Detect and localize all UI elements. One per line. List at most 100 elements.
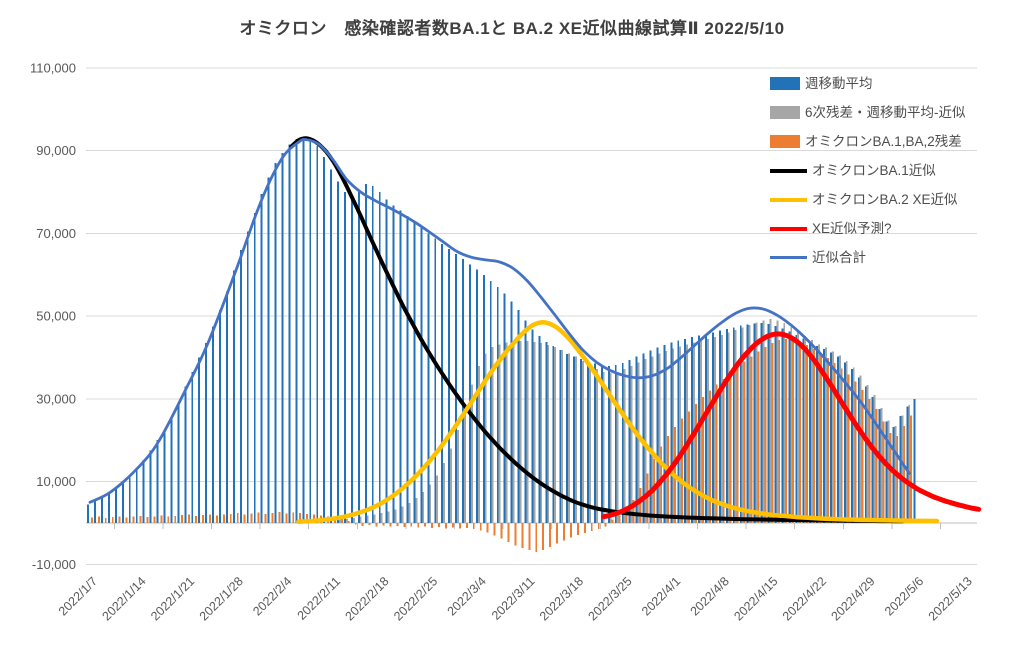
bar-ba12-residual — [806, 345, 808, 523]
bar-residual6 — [776, 320, 779, 523]
bar-ba12-residual — [347, 520, 350, 523]
bar-weekly-ma — [878, 409, 881, 523]
bar-weekly-ma — [156, 440, 159, 523]
bar-ba12-residual — [278, 512, 281, 523]
bar-weekly-ma — [489, 281, 492, 523]
bar-weekly-ma — [739, 325, 742, 523]
bar-ba12-residual — [792, 339, 795, 523]
bar-weekly-ma — [427, 233, 430, 523]
legend-item-0: 週移動平均 — [770, 69, 966, 98]
bar-weekly-ma — [274, 163, 277, 523]
bar-ba12-residual — [410, 522, 413, 527]
bar-ba12-residual — [465, 522, 468, 528]
bar-weekly-ma — [510, 301, 513, 523]
bar-weekly-ma — [781, 328, 784, 523]
bar-weekly-ma — [226, 291, 228, 523]
bar-ba12-residual — [368, 522, 371, 526]
bar-residual6 — [387, 511, 390, 523]
bar-residual6 — [359, 516, 362, 523]
x-axis-label-4: 2022/2/4 — [250, 574, 294, 618]
line-xe-forecast — [601, 331, 982, 520]
bar-weekly-ma — [503, 293, 506, 523]
bar-weekly-ma — [385, 199, 388, 523]
bar-residual6 — [526, 340, 529, 523]
legend-line-swatch — [770, 256, 807, 259]
bar-weekly-ma — [538, 336, 541, 523]
x-axis-label-14: 2022/4/15 — [731, 574, 780, 623]
bar-weekly-ma — [350, 196, 353, 523]
y-axis-label-30000: 30,000 — [36, 391, 76, 406]
bar-weekly-ma — [670, 342, 673, 523]
bar-residual6 — [804, 336, 807, 523]
bar-residual6 — [880, 407, 883, 523]
bar-weekly-ma — [753, 323, 756, 523]
bar-ba12-residual — [910, 415, 913, 523]
bar-residual6 — [686, 344, 689, 523]
bar-weekly-ma — [517, 309, 520, 523]
bar-residual6 — [616, 371, 619, 523]
bar-ba12-residual — [660, 446, 663, 523]
bar-weekly-ma — [677, 340, 680, 523]
y-axis-label-10000: 10,000 — [36, 474, 76, 489]
bar-weekly-ma — [809, 342, 812, 523]
legend-label: オミクロンBA.1,BA,2残差 — [805, 133, 962, 149]
bar-weekly-ma — [760, 323, 763, 523]
bar-ba12-residual — [389, 522, 392, 527]
bar-weekly-ma — [545, 341, 548, 523]
bar-ba12-residual — [604, 522, 607, 527]
bar-residual6 — [901, 415, 904, 523]
bar-residual6 — [609, 373, 612, 523]
bar-ba12-residual — [250, 513, 253, 523]
bar-ba12-residual — [292, 512, 295, 523]
bar-residual6 — [457, 429, 459, 523]
line-ba2-xe-fit — [296, 320, 940, 524]
bar-weekly-ma — [850, 369, 853, 523]
bar-weekly-ma — [371, 185, 374, 523]
bar-weekly-ma — [712, 332, 714, 523]
bar-ba12-residual — [570, 522, 572, 538]
bar-residual6 — [401, 506, 404, 523]
bar-weekly-ma — [378, 192, 381, 523]
legend-label: 近似合計 — [812, 249, 866, 265]
bar-residual6 — [866, 384, 869, 523]
bar-ba12-residual — [451, 522, 454, 528]
bar-ba12-residual — [146, 517, 149, 523]
bar-residual6 — [568, 353, 571, 523]
bar-weekly-ma — [587, 361, 589, 523]
bar-weekly-ma — [135, 469, 138, 523]
bar-ba12-residual — [903, 425, 906, 523]
bar-ba12-residual — [688, 411, 690, 523]
bar-weekly-ma — [107, 493, 110, 523]
bar-ba12-residual — [535, 522, 538, 552]
bar-ba12-residual — [271, 513, 274, 523]
legend-item-5: XE近似予測? — [770, 214, 966, 243]
bar-ba12-residual — [458, 522, 461, 529]
bar-ba12-residual — [729, 373, 732, 523]
bar-ba12-residual — [597, 522, 600, 530]
bar-ba12-residual — [181, 515, 184, 523]
bar-weekly-ma — [87, 504, 90, 523]
x-axis-label-15: 2022/4/22 — [780, 574, 829, 623]
bar-weekly-ma — [482, 274, 485, 523]
bar-ba12-residual — [229, 513, 232, 523]
bars-weekly-ma — [87, 137, 916, 523]
bar-weekly-ma — [469, 264, 471, 523]
bar-ba12-residual — [861, 389, 864, 523]
bar-weekly-ma — [357, 190, 360, 523]
bar-weekly-ma — [913, 398, 916, 523]
bar-residual6 — [373, 514, 376, 523]
bar-residual6 — [637, 362, 640, 523]
bar-weekly-ma — [621, 362, 624, 523]
bar-weekly-ma — [843, 362, 846, 523]
bar-weekly-ma — [163, 429, 166, 523]
line-ba1-fit — [289, 136, 905, 524]
bar-residual6 — [366, 515, 369, 523]
bar-ba12-residual — [826, 357, 829, 523]
bar-ba12-residual — [236, 513, 239, 523]
x-axis-label-11: 2022/3/25 — [586, 574, 635, 623]
bar-ba12-residual — [528, 522, 531, 551]
bar-ba12-residual — [486, 522, 489, 533]
y-axis-label-90000: 90,000 — [36, 143, 76, 158]
bar-residual6 — [533, 341, 536, 523]
bar-residual6 — [845, 360, 848, 523]
